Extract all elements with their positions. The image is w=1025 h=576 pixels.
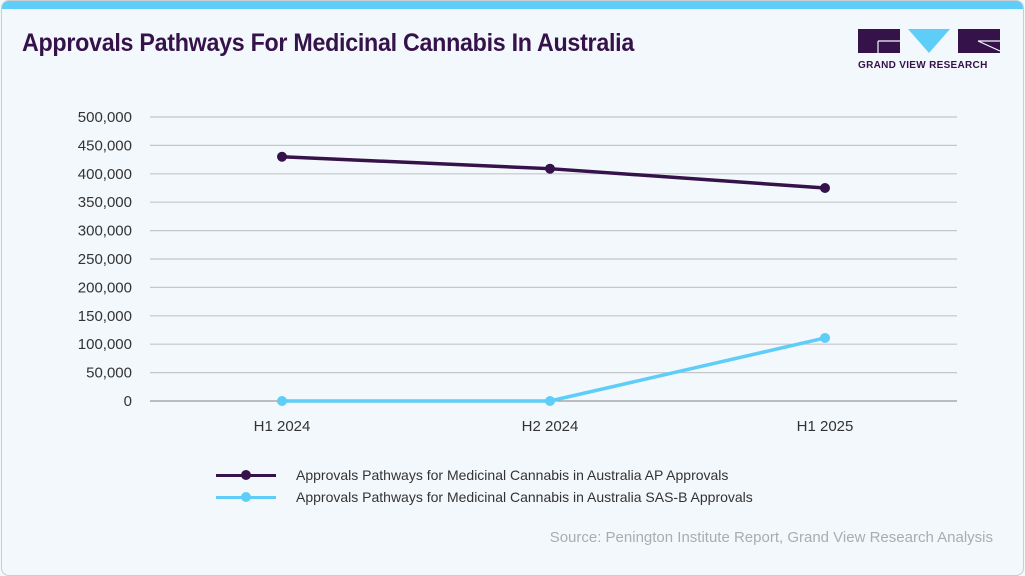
- y-tick-label: 0: [124, 393, 132, 410]
- x-tick-label: H2 2024: [522, 418, 579, 435]
- y-tick-label: 350,000: [78, 194, 132, 211]
- y-tick-label: 50,000: [86, 365, 132, 382]
- y-tick-label: 250,000: [78, 251, 132, 268]
- accent-bar: [2, 1, 1023, 9]
- legend-swatch: [216, 465, 276, 485]
- y-tick-label: 400,000: [78, 166, 132, 183]
- data-point: [277, 396, 287, 406]
- y-tick-label: 300,000: [78, 223, 132, 240]
- data-point: [820, 332, 830, 343]
- data-point: [545, 396, 555, 406]
- y-tick-label: 450,000: [78, 137, 132, 154]
- x-tick-label: H1 2025: [797, 418, 854, 435]
- legend-swatch: [216, 487, 276, 507]
- y-tick-label: 150,000: [78, 308, 132, 325]
- y-tick-label: 100,000: [78, 336, 132, 353]
- data-point: [820, 183, 830, 193]
- series-line-0: [281, 155, 826, 190]
- source-note: Source: Penington Institute Report, Gran…: [549, 529, 993, 546]
- legend-label: Approvals Pathways for Medicinal Cannabi…: [296, 467, 729, 483]
- legend-label: Approvals Pathways for Medicinal Cannabi…: [296, 489, 753, 505]
- legend-item-ap: Approvals Pathways for Medicinal Cannabi…: [216, 464, 753, 486]
- legend: Approvals Pathways for Medicinal Cannabi…: [216, 464, 753, 508]
- logo-mark-icon: [858, 29, 1001, 53]
- x-tick-label: H1 2024: [254, 418, 311, 435]
- y-tick-label: 500,000: [78, 109, 132, 126]
- logo-text: GRAND VIEW RESEARCH: [858, 60, 988, 71]
- chart-title: Approvals Pathways For Medicinal Cannabi…: [22, 29, 634, 57]
- grand-view-research-logo: GRAND VIEW RESEARCH: [858, 29, 1001, 71]
- y-tick-label: 200,000: [78, 279, 132, 296]
- series-line-1: [282, 336, 826, 403]
- data-point: [545, 163, 555, 174]
- legend-item-sasb: Approvals Pathways for Medicinal Cannabi…: [216, 486, 753, 508]
- data-point: [277, 151, 287, 162]
